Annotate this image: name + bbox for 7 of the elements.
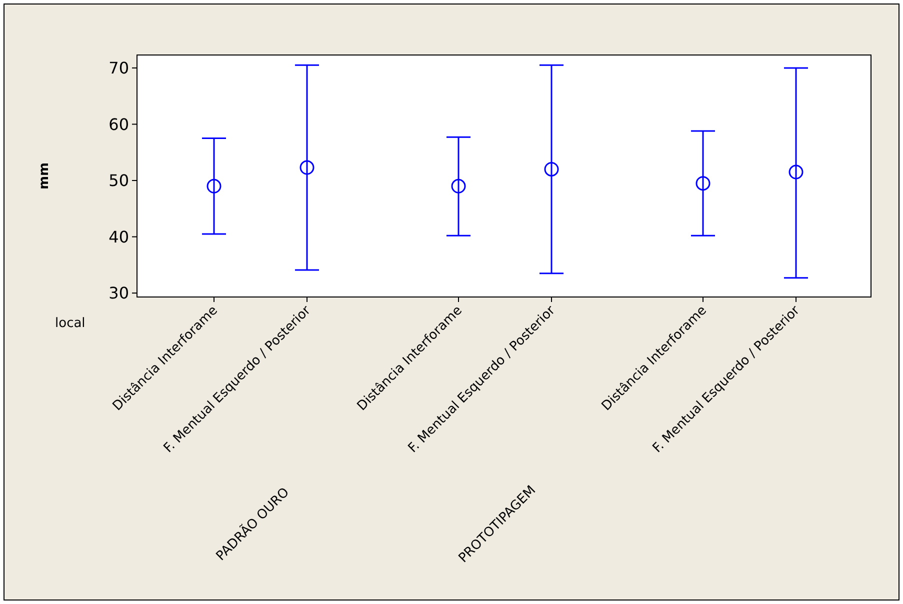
y-tick-label: 50 (108, 171, 129, 190)
y-tick-label: 40 (108, 227, 129, 246)
y-tick-label: 70 (108, 58, 129, 78)
y-tick-label: 30 (108, 284, 129, 303)
y-tick-label: 60 (108, 114, 129, 134)
y-axis-title: mm (37, 162, 52, 190)
x-axis-title: local (55, 316, 86, 331)
